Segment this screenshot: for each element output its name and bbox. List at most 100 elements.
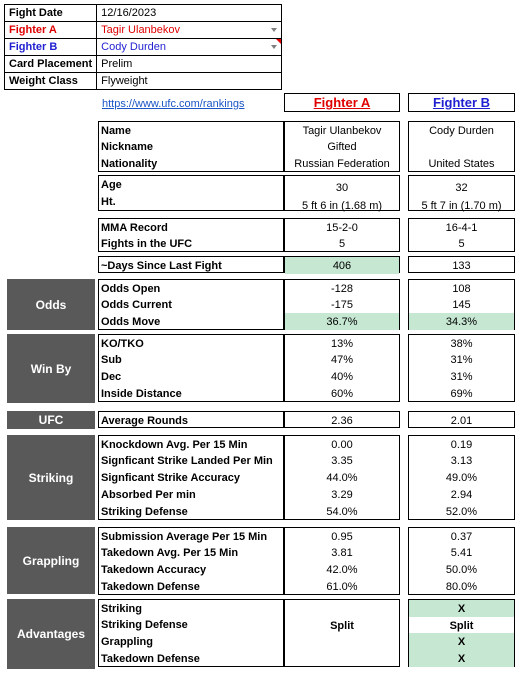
fighter-a-header[interactable]: Fighter A xyxy=(284,93,400,112)
fighter-a-selected: Tagir Ulanbekov xyxy=(101,24,181,36)
value-a-ht[interactable]: 5 ft 6 in (1.68 m) xyxy=(301,200,383,212)
value-a-days[interactable]: 406 xyxy=(285,257,399,274)
section-grappling: Grappling xyxy=(7,527,95,594)
row-label-avg-rounds: Average Rounds xyxy=(101,414,189,427)
a-column-box: 0.00 3.35 44.0% 3.29 54.0% xyxy=(284,435,400,520)
value-a-nickname[interactable]: Gifted xyxy=(327,140,357,153)
value-a-td-avg[interactable]: 3.81 xyxy=(331,546,353,559)
value-a-sub-avg[interactable]: 0.95 xyxy=(331,530,353,543)
value-a-odds-open[interactable]: -128 xyxy=(330,282,354,295)
ufc-rankings-link[interactable]: https://www.ufc.com/rankings xyxy=(102,98,245,110)
value-a-sub[interactable]: 47% xyxy=(330,353,354,366)
fighter-a-label: Fighter A xyxy=(3,21,98,39)
row-label-ko: KO/TKO xyxy=(101,337,144,350)
row-label-adv-striking: Striking xyxy=(101,602,142,615)
value-b-td-acc[interactable]: 50.0% xyxy=(445,563,478,576)
value-b-record[interactable]: 16-4-1 xyxy=(445,221,478,234)
value-b-td-avg[interactable]: 5.41 xyxy=(450,546,473,559)
value-b-dec[interactable]: 31% xyxy=(450,370,473,383)
value-b-fights[interactable]: 5 xyxy=(458,237,465,250)
value-a-nationality[interactable]: Russian Federation xyxy=(294,157,390,170)
value-b-absorbed[interactable]: 2.94 xyxy=(450,488,473,501)
value-b-ko[interactable]: 38% xyxy=(450,337,473,350)
value-b-name[interactable]: Cody Durden xyxy=(429,124,494,137)
fight-date-value[interactable]: 12/16/2023 xyxy=(96,4,283,22)
value-b-str-def[interactable]: 52.0% xyxy=(445,505,478,518)
value-b-nationality[interactable]: United States xyxy=(428,157,495,170)
value-a-td-def[interactable]: 61.0% xyxy=(326,580,358,593)
value-a-str-def[interactable]: 54.0% xyxy=(326,505,358,518)
fighter-a-select[interactable]: Tagir Ulanbekov xyxy=(96,21,283,39)
row-label-odds-open: Odds Open xyxy=(101,282,161,295)
row-label-odds-move: Odds Move xyxy=(101,315,161,328)
value-a-ssa[interactable]: 44.0% xyxy=(326,471,358,484)
value-b-odds-current[interactable]: 145 xyxy=(452,298,471,311)
value-a-avg-rounds[interactable]: 2.36 xyxy=(331,414,353,427)
value-b-odds-open[interactable]: 108 xyxy=(452,282,471,295)
section-ufc: UFC xyxy=(7,411,95,429)
value-a-inside[interactable]: 60% xyxy=(330,387,354,400)
b-column-box: 0.37 5.41 50.0% 80.0% xyxy=(408,527,515,595)
a-column-box: 406 xyxy=(284,256,400,274)
b-column-box: 0.19 3.13 49.0% 2.94 52.0% xyxy=(408,435,515,520)
value-a-odds-move[interactable]: 36.7% xyxy=(285,313,399,330)
value-a-fights[interactable]: 5 xyxy=(338,237,346,250)
value-b-nickname[interactable] xyxy=(409,138,514,155)
section-striking: Striking xyxy=(7,435,95,520)
value-a-ssl[interactable]: 3.35 xyxy=(331,454,353,467)
fighter-b-selected: Cody Durden xyxy=(101,41,166,53)
value-a-kd[interactable]: 0.00 xyxy=(331,438,353,451)
row-label-fights: Fights in the UFC xyxy=(101,237,193,250)
row-label-kd: Knockdown Avg. Per 15 Min xyxy=(101,438,248,451)
row-label-odds-current: Odds Current xyxy=(101,298,172,311)
value-a-age[interactable]: 30 xyxy=(335,182,349,194)
value-a-adv-td-def[interactable] xyxy=(285,650,399,667)
weight-class-value[interactable]: Flyweight xyxy=(96,72,283,90)
value-b-adv-str-def[interactable]: Split xyxy=(449,619,474,632)
value-b-sub-avg[interactable]: 0.37 xyxy=(450,530,473,543)
value-a-adv-str-def[interactable]: Split xyxy=(330,619,354,632)
row-label-record: MMA Record xyxy=(101,221,168,234)
a-column-box: -128 -175 36.7% xyxy=(284,279,400,330)
label-column-box: Name Nickname Nationality xyxy=(98,121,284,172)
value-b-inside[interactable]: 69% xyxy=(450,387,473,400)
a-column-box: Split xyxy=(284,599,400,667)
fighter-b-select[interactable]: Cody Durden xyxy=(96,38,283,56)
value-a-odds-current[interactable]: -175 xyxy=(330,298,354,311)
value-b-ht[interactable]: 5 ft 7 in (1.70 m) xyxy=(421,200,502,212)
value-a-td-acc[interactable]: 42.0% xyxy=(326,563,358,576)
b-column-box: 133 xyxy=(408,256,515,273)
value-b-adv-striking[interactable]: X xyxy=(409,600,514,617)
b-column-box: 108 145 34.3% xyxy=(408,279,515,330)
value-b-kd[interactable]: 0.19 xyxy=(450,438,473,451)
row-label-dec: Dec xyxy=(101,370,122,383)
value-b-odds-move[interactable]: 34.3% xyxy=(409,313,514,330)
row-label-td-acc: Takedown Accuracy xyxy=(101,563,207,576)
value-b-sub[interactable]: 31% xyxy=(450,353,473,366)
value-a-ko[interactable]: 13% xyxy=(330,337,354,350)
value-a-absorbed[interactable]: 3.29 xyxy=(331,488,353,501)
label-column-box: Average Rounds xyxy=(98,411,284,428)
value-a-adv-grappling[interactable] xyxy=(285,633,399,650)
fighter-b-header[interactable]: Fighter B xyxy=(408,93,515,112)
row-label-ht: Ht. xyxy=(101,196,116,208)
value-b-td-def[interactable]: 80.0% xyxy=(445,580,478,593)
value-b-days[interactable]: 133 xyxy=(452,259,471,272)
value-b-ssa[interactable]: 49.0% xyxy=(445,471,478,484)
card-placement-value[interactable]: Prelim xyxy=(96,55,283,73)
value-b-adv-grappling[interactable]: X xyxy=(409,633,514,650)
value-a-record[interactable]: 15-2-0 xyxy=(326,221,358,234)
label-column-box: ~Days Since Last Fight xyxy=(98,256,284,273)
row-label-ssl: Signficant Strike Landed Per Min xyxy=(101,454,273,467)
value-b-ssl[interactable]: 3.13 xyxy=(450,454,473,467)
label-column-box: Submission Average Per 15 Min Takedown Av… xyxy=(98,527,284,595)
row-label-ssa: Signficant Strike Accuracy xyxy=(101,471,240,484)
value-a-dec[interactable]: 40% xyxy=(330,370,354,383)
row-label-td-def: Takedown Defense xyxy=(101,580,200,593)
value-b-avg-rounds[interactable]: 2.01 xyxy=(450,414,473,427)
value-b-age[interactable]: 32 xyxy=(455,182,468,194)
value-b-adv-td-def[interactable]: X xyxy=(409,650,514,667)
card-placement-label: Card Placement xyxy=(3,55,98,73)
row-label-str-def: Striking Defense xyxy=(101,505,188,518)
value-a-name[interactable]: Tagir Ulanbekov xyxy=(302,124,382,137)
